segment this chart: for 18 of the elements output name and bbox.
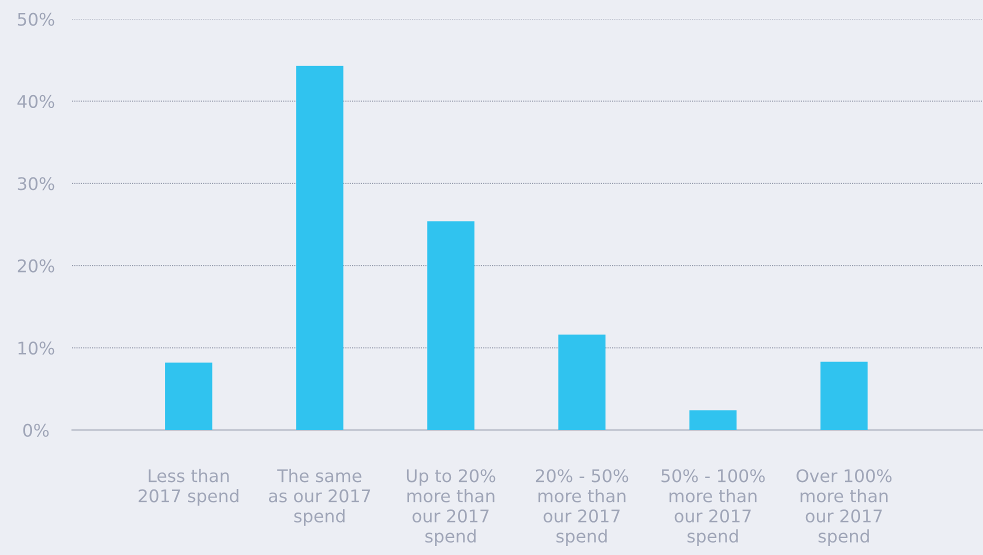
x-tick-label: 20% - 50% more than our 2017 spend	[536, 469, 628, 546]
y-tick-label: 30%	[18, 177, 54, 190]
y-tick-label: 40%	[17, 94, 54, 108]
y-tick-label: 10%	[18, 342, 54, 355]
bar	[689, 410, 737, 430]
bar	[296, 66, 344, 430]
y-tick-label: 0%	[23, 424, 49, 437]
bar	[820, 362, 868, 430]
y-tick-label: 50%	[18, 12, 54, 26]
bar	[558, 334, 606, 430]
bar	[427, 221, 474, 430]
y-tick-label: 20%	[18, 259, 54, 272]
x-tick-label: Up to 20% more than our 2017 spend	[406, 469, 496, 546]
x-tick-label: 50% - 100% more than our 2017 spend	[662, 469, 765, 546]
bar	[165, 362, 212, 430]
x-tick-label: The same as our 2017 spend	[268, 468, 370, 526]
x-tick-label: Over 100% more than our 2017 spend	[796, 469, 892, 546]
x-tick-label: Less than 2017 spend	[138, 468, 238, 506]
